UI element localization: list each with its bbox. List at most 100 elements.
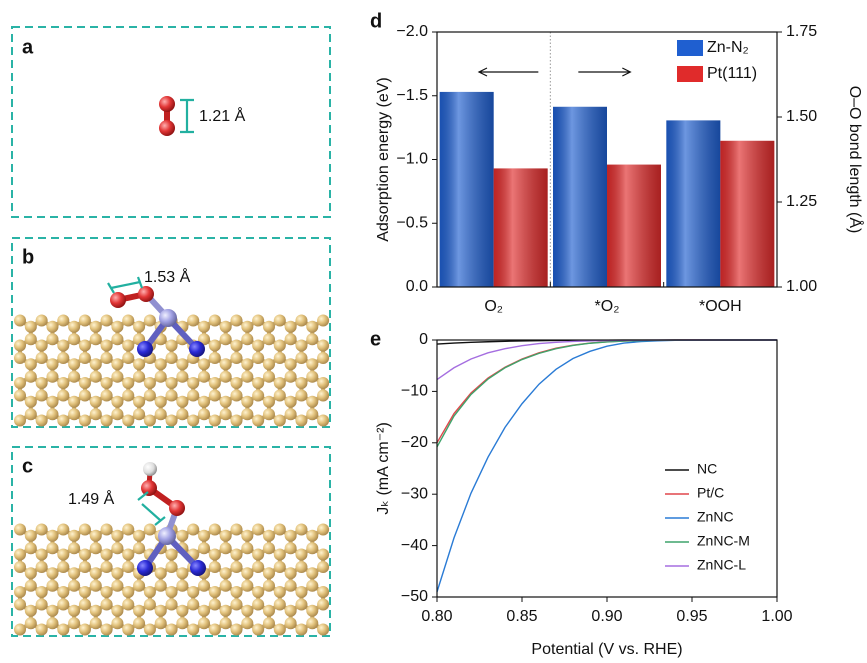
carbon-atom — [220, 321, 232, 333]
carbon-atom — [25, 333, 37, 345]
bar-shine — [440, 92, 494, 287]
carbon-atom — [111, 542, 123, 554]
x-tick-label: O₂ — [484, 298, 503, 315]
carbon-atom — [231, 415, 243, 427]
carbon-atom — [209, 599, 221, 611]
carbon-atom — [306, 333, 318, 345]
carbon-atom — [166, 561, 178, 573]
carbon-atom — [36, 390, 48, 402]
carbon-atom — [231, 352, 243, 364]
carbon-atom — [133, 605, 145, 617]
carbon-atom — [231, 524, 243, 536]
legend-swatch — [677, 66, 703, 82]
carbon-atom — [274, 377, 286, 389]
carbon-atom — [198, 605, 210, 617]
carbon-atom — [14, 524, 26, 536]
carbon-atom — [274, 586, 286, 598]
y-tick-label: −0.5 — [396, 214, 428, 231]
carbon-atom — [68, 567, 80, 579]
carbon-atom — [36, 415, 48, 427]
carbon-atom — [220, 580, 232, 592]
carbon-atom — [274, 599, 286, 611]
carbon-atom — [68, 617, 80, 629]
carbon-atom — [209, 415, 221, 427]
carbon-atom — [317, 586, 329, 598]
y-axis-title: Adsorption energy (eV) — [375, 77, 392, 242]
carbon-atom — [295, 377, 307, 389]
x-tick-label: 0.85 — [506, 608, 537, 625]
y-tick-label: −1.0 — [396, 151, 428, 168]
carbon-atom — [122, 390, 134, 402]
carbon-atom — [209, 377, 221, 389]
carbon-atom — [198, 408, 210, 420]
carbon-atom — [122, 352, 134, 364]
y2-tick-label: 1.75 — [786, 23, 817, 40]
carbon-atom — [14, 315, 26, 327]
carbon-atom — [166, 549, 178, 561]
carbon-atom — [166, 624, 178, 636]
carbon-atom — [209, 352, 221, 364]
carbon-atom — [241, 333, 253, 345]
legend-label: Zn-N₂ — [707, 39, 749, 56]
carbon-atom — [57, 549, 69, 561]
carbon-atom — [220, 396, 232, 408]
carbon-atom — [252, 390, 264, 402]
carbon-atom — [57, 340, 69, 352]
carbon-atom — [295, 340, 307, 352]
carbon-atom — [101, 624, 113, 636]
carbon-atom — [155, 396, 167, 408]
carbon-atom — [144, 390, 156, 402]
carbon-atom — [79, 561, 91, 573]
carbon-atom — [133, 580, 145, 592]
carbon-atom — [198, 580, 210, 592]
carbon-atom — [285, 542, 297, 554]
carbon-atom — [46, 580, 58, 592]
x-tick-label: 0.80 — [421, 608, 452, 625]
carbon-atom — [209, 586, 221, 598]
x-tick-label: 0.90 — [591, 608, 622, 625]
carbon-atom — [187, 377, 199, 389]
carbon-atom — [90, 358, 102, 370]
carbon-atom — [46, 605, 58, 617]
carbon-atom — [285, 530, 297, 542]
carbon-atom — [252, 340, 264, 352]
carbon-atom — [111, 605, 123, 617]
carbon-atom — [306, 396, 318, 408]
carbon-atom — [111, 580, 123, 592]
carbon-atom — [36, 340, 48, 352]
carbon-atom — [46, 567, 58, 579]
carbon-atom — [187, 415, 199, 427]
carbon-atom — [317, 352, 329, 364]
carbon-atom — [285, 371, 297, 383]
carbon-atom — [79, 524, 91, 536]
bar-shine — [607, 165, 661, 287]
carbon-atom — [231, 377, 243, 389]
carbon-atom — [101, 561, 113, 573]
carbon-atom — [46, 542, 58, 554]
carbon-atom — [111, 408, 123, 420]
carbon-atom — [241, 396, 253, 408]
carbon-atom — [68, 580, 80, 592]
carbon-atom — [231, 561, 243, 573]
carbon-atom — [295, 415, 307, 427]
carbon-atom — [36, 561, 48, 573]
bond-length: 1.21 Å — [199, 106, 246, 125]
carbon-atom — [155, 617, 167, 629]
x-tick-label: *OOH — [699, 298, 742, 315]
carbon-atom — [57, 599, 69, 611]
carbon-atom — [274, 624, 286, 636]
carbon-atom — [263, 530, 275, 542]
carbon-atom — [252, 352, 264, 364]
line — [437, 340, 777, 443]
carbon-atom — [133, 542, 145, 554]
carbon-atom — [241, 617, 253, 629]
carbon-atom — [36, 377, 48, 389]
carbon-atom — [306, 358, 318, 370]
carbon-atom — [209, 340, 221, 352]
carbon-atom — [187, 315, 199, 327]
carbon-atom — [231, 340, 243, 352]
carbon-atom — [144, 415, 156, 427]
carbon-atom — [101, 340, 113, 352]
carbon-atom — [317, 624, 329, 636]
carbon-atom — [46, 371, 58, 383]
